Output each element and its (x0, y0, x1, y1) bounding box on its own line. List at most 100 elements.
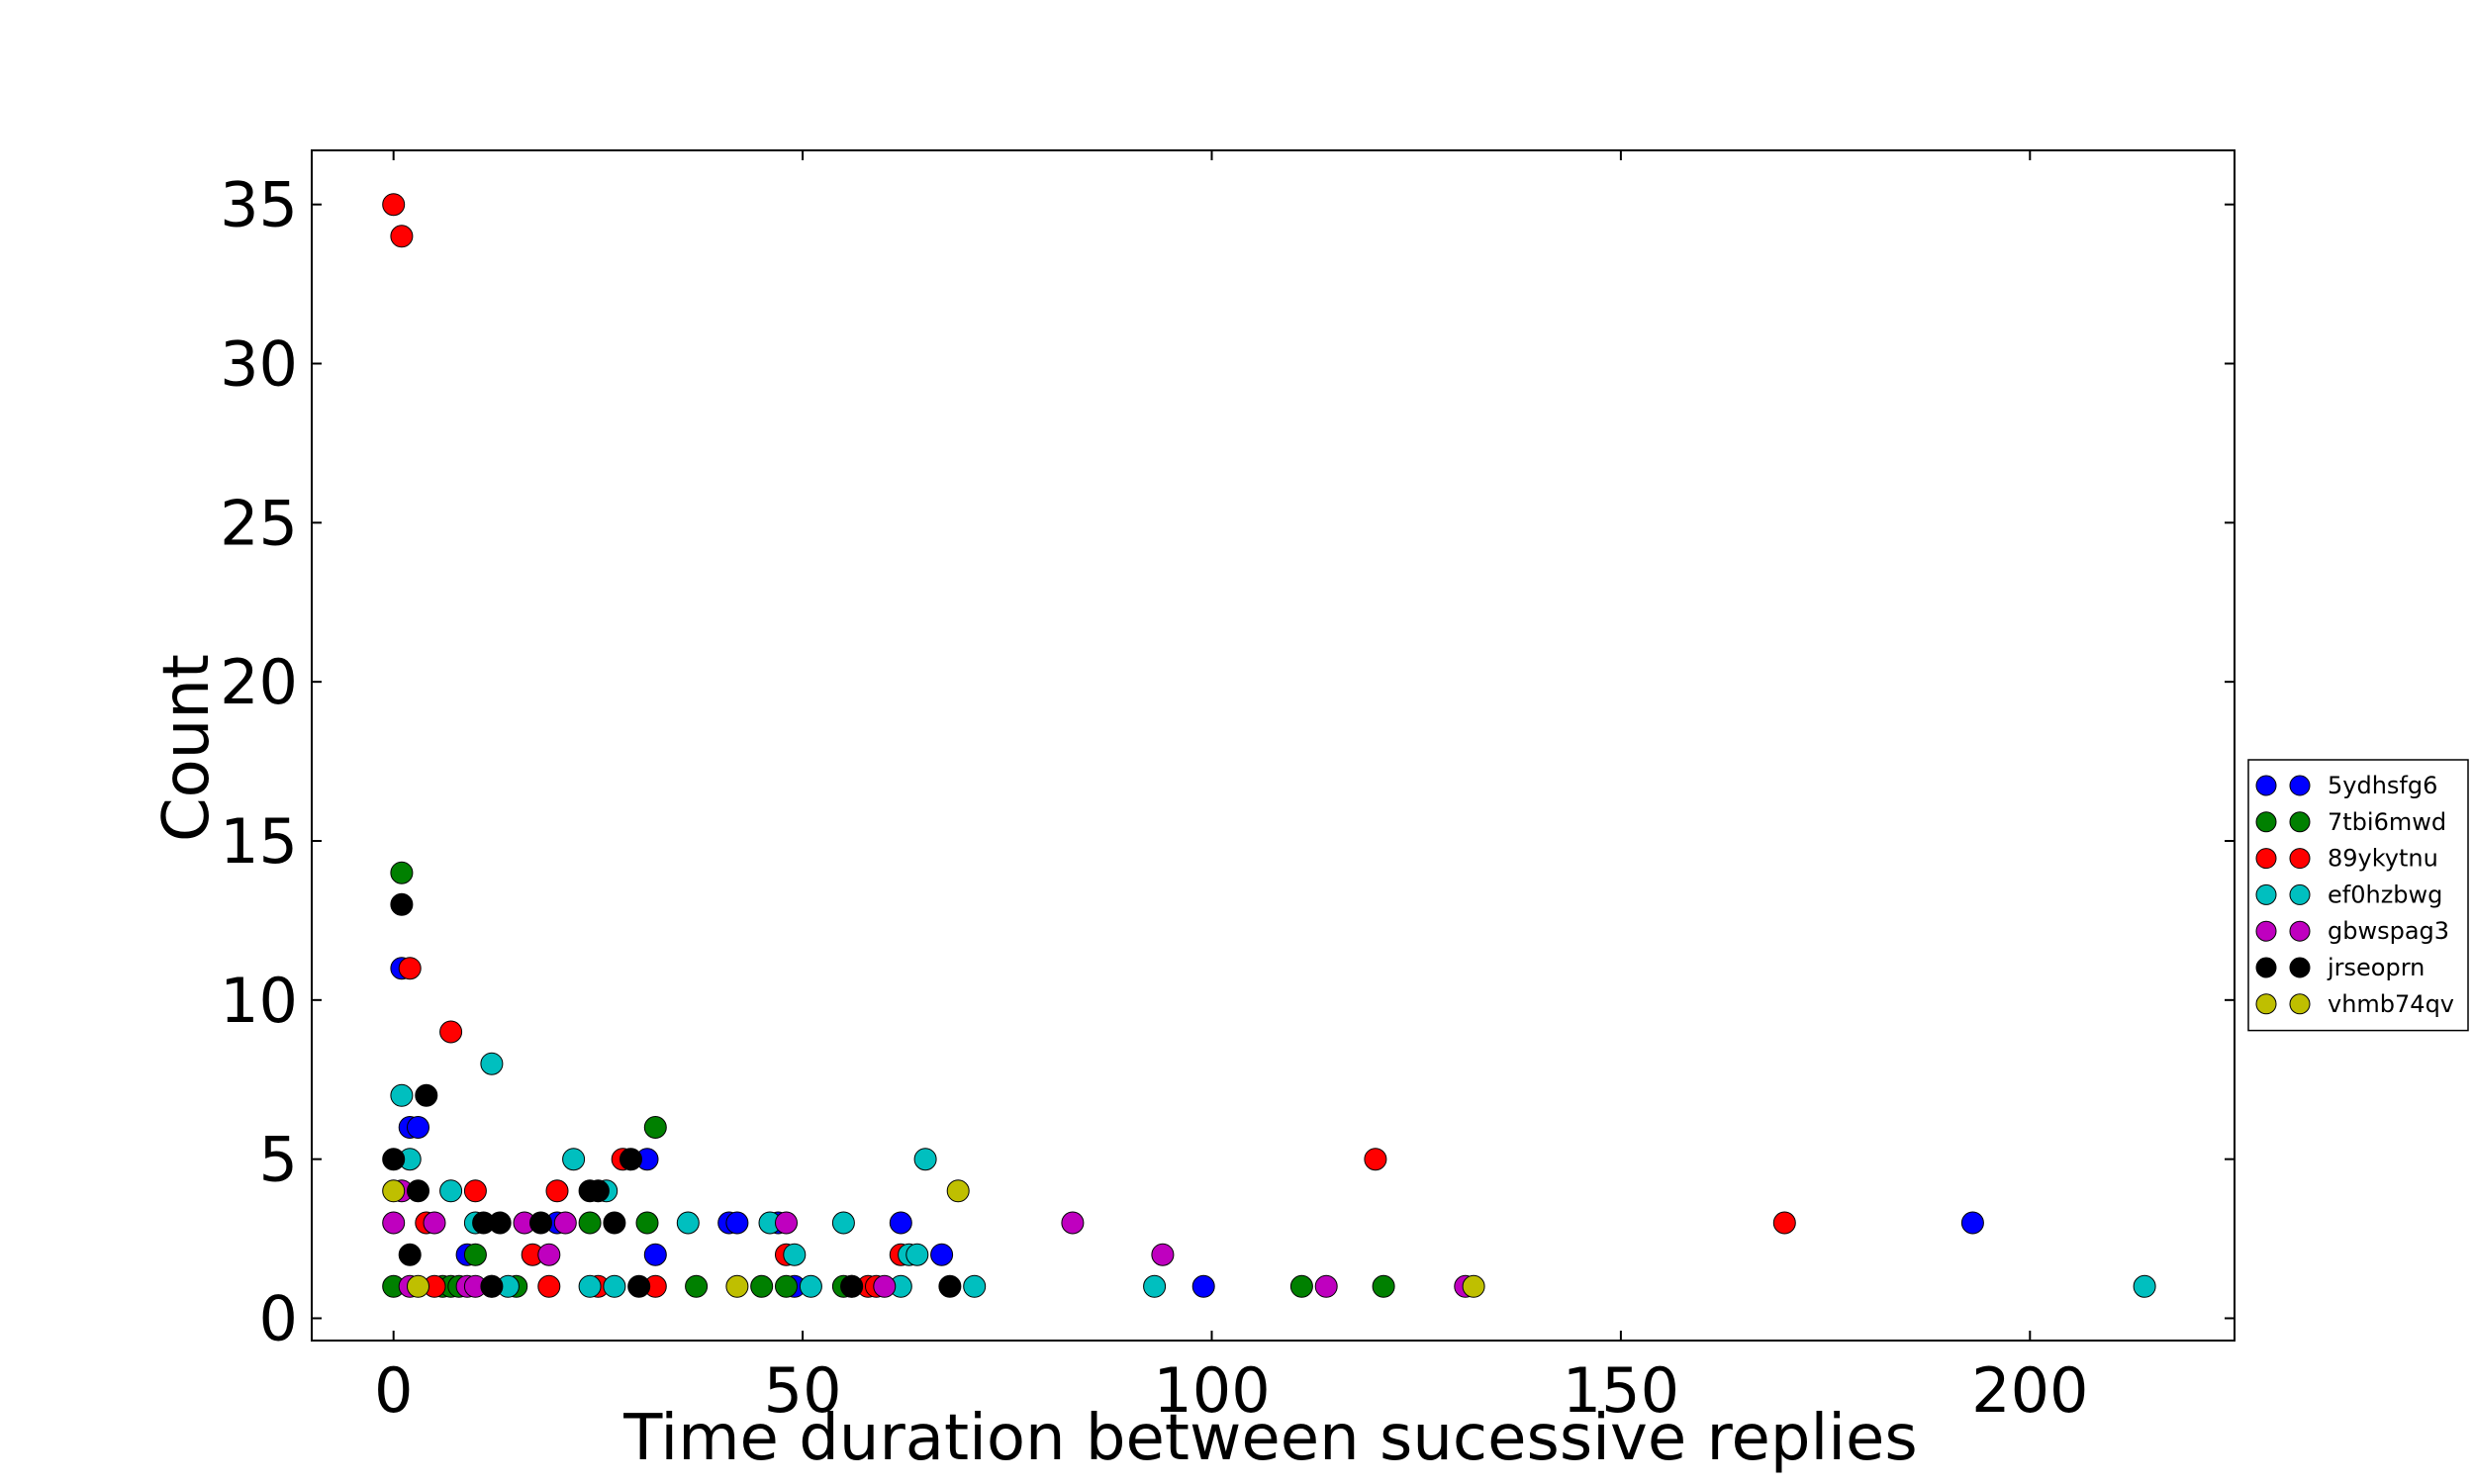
data-point (439, 1020, 463, 1044)
y-tick-label: 30 (220, 328, 298, 401)
data-point (2133, 1274, 2156, 1298)
data-point (963, 1274, 987, 1298)
y-axis-label: Count (150, 654, 224, 842)
legend-box (2247, 759, 2469, 1032)
legend-marker (2255, 920, 2277, 942)
legend-entry: jrseoprn (2327, 954, 2425, 981)
data-point (685, 1274, 709, 1298)
plot-frame (311, 149, 2236, 1342)
y-tick-label: 15 (220, 805, 298, 878)
data-point (603, 1274, 626, 1298)
legend: 5ydhsfg6 7tbi6mwd 89ykytnu ef0hzbwg gbwspag3… (2247, 759, 2469, 1032)
legend-marker (2289, 920, 2311, 942)
data-point (725, 1211, 749, 1235)
data-point (553, 1211, 577, 1235)
data-point (382, 193, 406, 217)
x-tick-label: 0 (374, 1354, 413, 1427)
data-point (382, 1211, 406, 1235)
data-point (905, 1243, 929, 1266)
data-point (889, 1211, 912, 1235)
plot-area (382, 193, 2156, 1298)
legend-entry: gbwspag3 (2328, 917, 2449, 945)
data-point (1364, 1148, 1387, 1171)
data-point (578, 1211, 602, 1235)
y-tick-label: 0 (259, 1282, 298, 1354)
data-point (407, 1179, 429, 1203)
data-point (463, 1243, 487, 1266)
data-point (930, 1243, 954, 1266)
legend-marker (2255, 811, 2277, 833)
data-point (643, 1116, 667, 1139)
data-point (831, 1211, 855, 1235)
data-point (783, 1243, 807, 1266)
data-point (799, 1274, 822, 1298)
legend-entry: 89ykytnu (2328, 845, 2438, 873)
x-tick-label: 200 (1971, 1354, 2088, 1427)
legend-entry: 5ydhsfg6 (2328, 772, 2437, 799)
data-point (480, 1052, 504, 1075)
x-axis-label: Time duration between sucessive replies (622, 1402, 1917, 1475)
data-point (946, 1179, 970, 1203)
data-point (463, 1179, 487, 1203)
x-tick-label: 100 (1153, 1354, 1270, 1427)
data-point (1372, 1274, 1395, 1298)
data-point (725, 1274, 749, 1298)
y-tick-label: 10 (220, 965, 298, 1037)
data-point (480, 1274, 504, 1298)
data-point (382, 1179, 406, 1203)
axes: 0 50 100 150 200 0 5 10 15 20 25 30 35 (220, 149, 2236, 1427)
data-point (1191, 1274, 1215, 1298)
data-point (423, 1211, 446, 1235)
legend-marker (2289, 848, 2311, 870)
data-point (529, 1211, 552, 1235)
legend-marker (2255, 957, 2277, 978)
data-point (1314, 1274, 1338, 1298)
data-point (537, 1243, 561, 1266)
legend-marker (2289, 775, 2311, 796)
data-point (390, 861, 414, 884)
data-point (1061, 1211, 1085, 1235)
legend-entry: ef0hzbwg (2328, 881, 2442, 908)
legend-marker (2289, 883, 2311, 905)
legend-marker (2255, 848, 2277, 870)
data-point (643, 1243, 667, 1266)
data-point (1143, 1274, 1167, 1298)
legend-marker (2255, 993, 2277, 1015)
data-point (1772, 1211, 1796, 1235)
data-point (1960, 1211, 1984, 1235)
y-tick-label: 20 (220, 646, 298, 718)
data-point (635, 1211, 659, 1235)
data-point (873, 1274, 897, 1298)
data-point (407, 1116, 429, 1139)
data-point (537, 1274, 561, 1298)
legend-marker (2289, 811, 2311, 833)
data-point (390, 892, 414, 916)
data-point (390, 225, 414, 248)
y-tick-label: 5 (259, 1124, 298, 1196)
legend-marker (2289, 993, 2311, 1015)
data-point (586, 1179, 610, 1203)
data-point (619, 1148, 642, 1171)
y-tick-label: 35 (220, 169, 298, 241)
data-point (1151, 1243, 1175, 1266)
data-point (1462, 1274, 1485, 1298)
data-point (938, 1274, 962, 1298)
data-point (439, 1179, 463, 1203)
y-tick-label: 25 (220, 487, 298, 559)
data-point (382, 1148, 406, 1171)
data-point (603, 1211, 626, 1235)
data-point (415, 1083, 438, 1107)
legend-marker (2289, 957, 2311, 978)
data-point (578, 1274, 602, 1298)
data-point (627, 1274, 651, 1298)
data-point (488, 1211, 512, 1235)
data-point (398, 957, 422, 980)
data-point (545, 1179, 569, 1203)
legend-entry: vhmb74qv (2328, 990, 2454, 1018)
data-point (840, 1274, 864, 1298)
data-point (775, 1211, 798, 1235)
data-point (398, 1243, 422, 1266)
x-tick-label: 50 (764, 1354, 842, 1427)
data-point (676, 1211, 700, 1235)
